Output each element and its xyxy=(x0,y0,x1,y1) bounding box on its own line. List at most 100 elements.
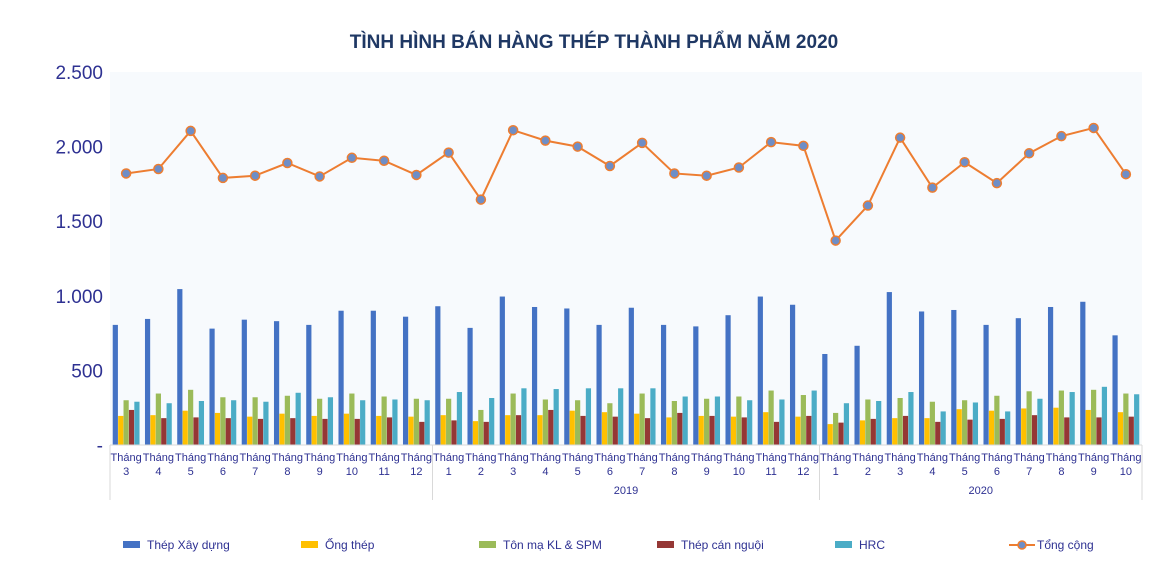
bar xyxy=(1096,417,1102,445)
legend-swatch xyxy=(835,541,852,548)
x-tick-label: 7 xyxy=(639,466,645,478)
bar xyxy=(370,310,376,445)
total-line xyxy=(125,126,1127,243)
bar xyxy=(392,399,398,445)
bar xyxy=(118,415,124,445)
total-point xyxy=(572,141,583,152)
x-tick-label: Tháng xyxy=(143,452,174,464)
bar xyxy=(951,309,957,445)
x-group-label: 2020 xyxy=(969,485,993,497)
bar xyxy=(854,345,860,445)
line-series xyxy=(120,122,1132,246)
total-point xyxy=(507,124,519,136)
y-axis-ticks: - 500 1.000 1.500 2.000 2.500 xyxy=(55,63,103,457)
total-point xyxy=(1120,168,1132,180)
x-tick-label: Tháng xyxy=(820,452,851,464)
total-point xyxy=(765,136,777,148)
x-tick-label: Tháng xyxy=(1110,452,1141,464)
bar xyxy=(317,398,323,445)
bar xyxy=(838,422,844,445)
bar xyxy=(247,416,253,445)
bar xyxy=(908,392,914,445)
total-point xyxy=(701,170,712,181)
legend-label: Tổng cộng xyxy=(1037,538,1094,552)
bar xyxy=(580,415,586,445)
bar xyxy=(343,413,350,445)
total-point xyxy=(991,177,1003,189)
x-tick-label: Tháng xyxy=(788,452,819,464)
x-tick-label: 8 xyxy=(284,466,290,478)
bar xyxy=(521,388,527,445)
bar xyxy=(585,388,592,445)
legend-label: Thép Xây dựng xyxy=(147,538,230,552)
total-point xyxy=(217,172,229,184)
bar xyxy=(575,400,581,445)
bar xyxy=(779,399,785,445)
bar xyxy=(161,418,167,445)
x-tick-label: 4 xyxy=(155,466,161,478)
y-tick-label: 1.000 xyxy=(55,287,103,308)
bar xyxy=(876,400,882,445)
x-tick-label: Tháng xyxy=(175,452,206,464)
bar xyxy=(1134,394,1140,445)
bar xyxy=(1015,318,1021,445)
bar xyxy=(956,409,962,445)
bar xyxy=(935,421,941,445)
total-point xyxy=(604,160,616,172)
total-point xyxy=(1088,122,1099,134)
bar xyxy=(843,403,850,445)
bar xyxy=(338,310,344,445)
y-tick-label: 2.500 xyxy=(55,63,103,84)
bar xyxy=(483,421,489,445)
x-tick-label: 10 xyxy=(1120,466,1132,478)
bar xyxy=(983,324,989,445)
bar xyxy=(677,412,683,445)
x-tick-label: Tháng xyxy=(981,452,1012,464)
x-tick-label: 5 xyxy=(962,466,968,478)
bar xyxy=(263,401,269,445)
bar xyxy=(628,307,634,445)
x-tick-label: Tháng xyxy=(627,452,658,464)
bar xyxy=(376,415,382,445)
legend-swatch xyxy=(301,541,318,548)
bar xyxy=(886,292,892,445)
x-tick-label: 11 xyxy=(378,466,389,478)
x-tick-label: Tháng xyxy=(433,452,464,464)
bar xyxy=(644,418,651,445)
x-group-label: 2019 xyxy=(614,485,638,497)
bar xyxy=(499,296,505,445)
bar xyxy=(279,413,285,445)
x-tick-label: 11 xyxy=(765,466,776,478)
bar xyxy=(1069,392,1075,445)
bar xyxy=(290,418,296,445)
x-tick-label: 1 xyxy=(833,466,839,478)
bar xyxy=(940,411,946,445)
bar xyxy=(800,395,806,445)
bar xyxy=(650,388,656,445)
bar xyxy=(1005,411,1011,445)
x-tick-label: Tháng xyxy=(272,452,303,464)
legend-swatch xyxy=(657,541,674,548)
x-tick-label: 6 xyxy=(994,466,1000,478)
bar xyxy=(424,400,430,445)
total-point xyxy=(1056,130,1067,142)
bar xyxy=(284,395,290,445)
legend-label: Thép cán nguội xyxy=(681,538,764,552)
bar xyxy=(929,401,935,445)
bar xyxy=(709,415,715,445)
bar xyxy=(725,315,731,445)
x-tick-label: Tháng xyxy=(207,452,238,464)
bar xyxy=(402,316,409,445)
x-tick-label: 2 xyxy=(865,466,871,478)
x-tick-label: 7 xyxy=(1026,466,1032,478)
bar xyxy=(596,324,602,445)
total-point xyxy=(475,194,487,205)
bar xyxy=(166,403,172,445)
x-tick-label: Tháng xyxy=(691,452,722,464)
bar xyxy=(967,419,973,445)
bar xyxy=(1021,408,1027,445)
bar xyxy=(273,321,280,445)
x-tick-label: 6 xyxy=(220,466,226,478)
